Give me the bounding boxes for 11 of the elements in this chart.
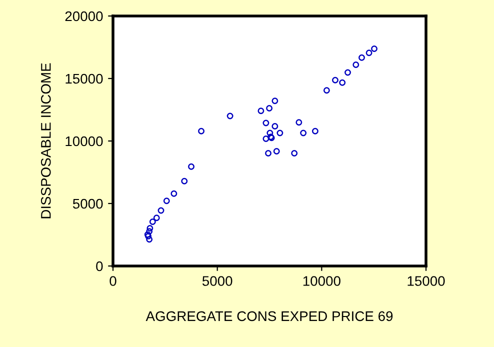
- x-tick-label: 10000: [303, 276, 340, 286]
- x-tick-label: 15000: [408, 276, 445, 286]
- x-tick-label: 5000: [202, 276, 232, 286]
- x-tick-label: 0: [110, 276, 116, 286]
- y-tick-label: 15000: [66, 74, 103, 84]
- y-axis-title: DISSPOSABLE INCOME: [40, 63, 51, 218]
- x-axis-title: AGGREGATE CONS EXPED PRICE 69: [146, 311, 393, 322]
- y-tick-label: 10000: [66, 136, 103, 146]
- y-tick-label: 20000: [65, 11, 103, 22]
- y-tick-label: 5000: [72, 198, 103, 209]
- y-tick-label: 0: [96, 261, 103, 272]
